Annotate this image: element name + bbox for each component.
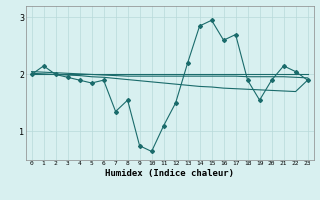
X-axis label: Humidex (Indice chaleur): Humidex (Indice chaleur) bbox=[105, 169, 234, 178]
